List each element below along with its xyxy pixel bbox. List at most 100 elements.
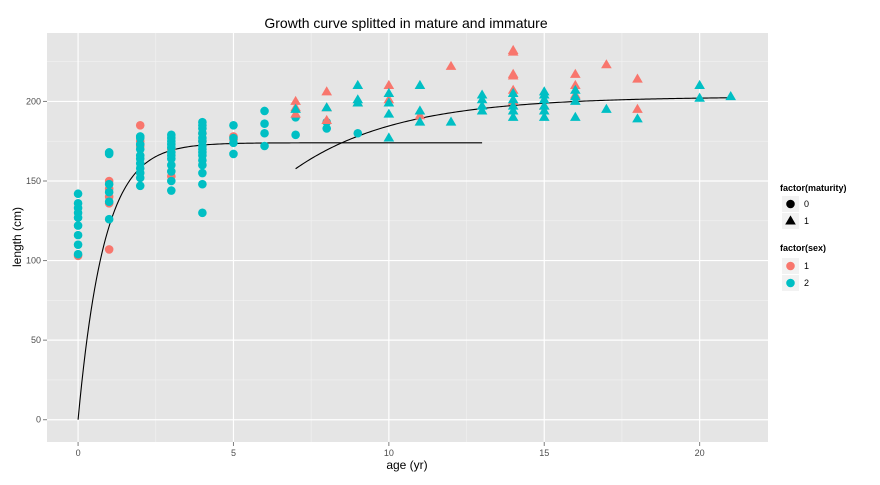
growth-curve [77, 142, 483, 420]
point-mature-sex1 [383, 79, 395, 89]
point-immature-sex2 [104, 197, 114, 206]
legend-entry-label: 0 [804, 199, 809, 209]
x-tick-label: 10 [384, 448, 394, 458]
point-immature-sex2 [73, 249, 83, 259]
point-mature-sex1 [445, 60, 457, 70]
plot-panel [47, 33, 768, 442]
point-immature-sex2 [229, 133, 238, 143]
point-mature-sex1 [632, 103, 643, 113]
point-mature-sex1 [569, 68, 581, 78]
point-immature-sex2 [260, 141, 269, 151]
point-immature-sex2 [73, 189, 83, 199]
legend-key-triangle [785, 215, 796, 225]
point-mature-sex1 [507, 44, 519, 54]
y-tick-label: 150 [26, 176, 41, 186]
point-mature-sex2 [383, 87, 395, 97]
point-mature-sex2 [383, 108, 395, 118]
point-immature-sex2 [260, 128, 269, 138]
point-mature-sex1 [321, 114, 333, 125]
chart-title: Growth curve splitted in mature and imma… [264, 15, 547, 31]
point-mature-sex2 [569, 111, 581, 121]
point-mature-sex2 [538, 94, 550, 104]
x-axis-ticks: 0 5 10 15 20 [76, 442, 705, 458]
point-immature-sex2 [322, 124, 331, 133]
x-tick-label: 0 [76, 448, 81, 458]
point-mature-sex1 [321, 86, 333, 96]
point-mature-sex2 [445, 116, 457, 126]
point-immature-sex2 [167, 167, 176, 176]
point-mature-sex2 [507, 94, 519, 104]
point-mature-sex2 [507, 105, 519, 115]
point-mature-sex2 [538, 111, 550, 121]
point-mature-sex2 [569, 95, 581, 105]
point-mature-sex2 [383, 132, 395, 142]
point-immature-sex2 [229, 149, 238, 159]
point-immature-sex2 [167, 160, 176, 170]
y-axis-ticks: 0 50 100 150 200 [26, 96, 47, 425]
point-mature-sex1 [569, 79, 581, 89]
point-mature-sex1 [290, 95, 301, 105]
point-mature-sex2 [569, 91, 581, 101]
point-mature-sex2 [476, 105, 488, 115]
point-mature-sex2 [383, 97, 395, 107]
point-immature-sex1 [135, 121, 145, 130]
point-immature-sex2 [260, 106, 269, 116]
point-immature-sex2 [135, 181, 145, 191]
legend-key-circle [786, 199, 795, 209]
point-immature-sex2 [135, 132, 145, 141]
point-immature-sex2 [198, 168, 207, 178]
y-tick-label: 100 [26, 256, 41, 266]
point-immature-sex2 [135, 140, 145, 149]
point-immature-sex2 [167, 176, 176, 186]
x-tick-label: 20 [695, 448, 705, 458]
point-mature-sex2 [290, 103, 301, 113]
point-mature-sex2 [414, 79, 426, 89]
point-immature-sex2 [73, 230, 83, 240]
point-mature-sex2 [414, 116, 426, 126]
point-mature-sex2 [538, 86, 550, 96]
point-mature-sex2 [538, 105, 550, 115]
point-mature-sex1 [290, 108, 301, 118]
legend-entry-label: 1 [804, 261, 809, 271]
point-mature-sex1 [507, 68, 519, 78]
point-mature-sex2 [601, 103, 612, 113]
point-mature-sex2 [352, 79, 364, 89]
point-mature-sex2 [538, 100, 550, 110]
point-mature-sex2 [507, 87, 519, 97]
point-immature-sex2 [135, 151, 145, 160]
point-immature-sex2 [167, 186, 176, 195]
point-immature-sex2 [104, 214, 114, 224]
point-immature-sex2 [73, 240, 83, 249]
legend-title-sex: factor(sex) [780, 243, 826, 253]
legend-entry-label: 2 [804, 278, 809, 288]
legend-title-maturity: factor(maturity) [780, 183, 847, 193]
x-tick-label: 15 [539, 448, 549, 458]
point-immature-sex2 [229, 121, 238, 130]
point-immature-sex2 [260, 119, 269, 129]
point-mature-sex1 [414, 110, 426, 120]
y-tick-label: 200 [26, 96, 41, 106]
point-mature-sex2 [507, 100, 519, 110]
y-axis-label: length (cm) [10, 207, 24, 267]
point-mature-sex1 [601, 59, 612, 69]
point-mature-sex2 [632, 113, 643, 123]
point-immature-sex2 [104, 179, 114, 189]
x-tick-label: 5 [231, 448, 236, 458]
point-mature-sex2 [476, 94, 488, 104]
point-immature-sex2 [291, 130, 300, 140]
point-mature-sex2 [321, 102, 333, 112]
y-tick-label: 0 [36, 415, 41, 425]
point-mature-sex2 [414, 105, 426, 115]
point-mature-sex2 [476, 100, 488, 110]
point-immature-sex2 [198, 208, 207, 218]
point-mature-sex2 [694, 92, 705, 102]
point-mature-sex2 [569, 84, 581, 94]
point-immature-sex1 [104, 245, 114, 254]
point-immature-sex2 [104, 187, 114, 197]
point-immature-sex2 [104, 148, 114, 157]
point-immature-sex2 [198, 179, 207, 189]
point-immature-sex2 [198, 117, 207, 127]
point-mature-sex2 [694, 79, 705, 89]
